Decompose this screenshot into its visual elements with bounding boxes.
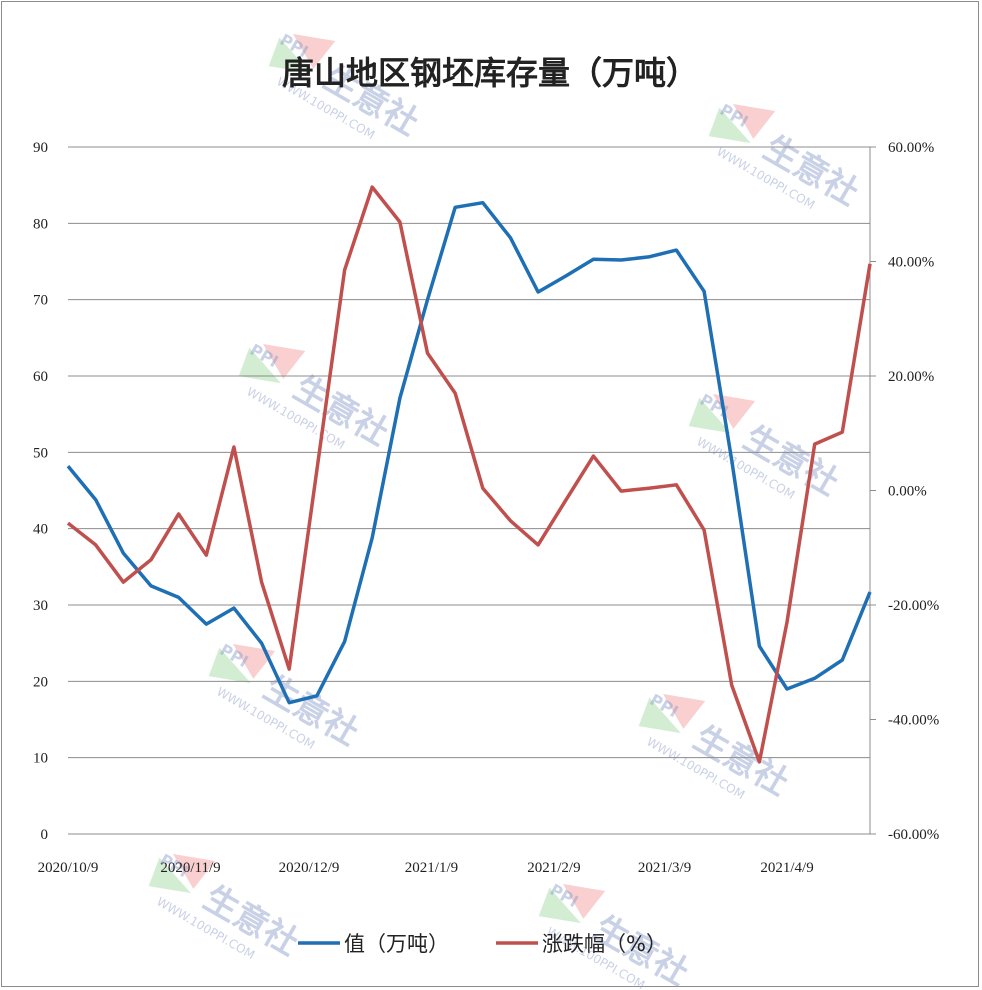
watermark-logo-green	[638, 697, 681, 734]
x-tick-label: 2021/1/9	[405, 860, 458, 876]
y-left-tick-label: 50	[33, 445, 48, 461]
x-tick-label: 2020/12/9	[279, 860, 340, 876]
series-line-1	[66, 200, 872, 705]
x-tick-label: 2021/2/9	[527, 860, 580, 876]
y-left-tick-label: 10	[33, 751, 48, 767]
y-left-tick-label: 30	[33, 598, 48, 614]
y-right-tick-label: -40.00%	[888, 713, 939, 729]
y-right-tick-label: 40.00%	[888, 255, 934, 271]
y-left-tick-label: 80	[33, 216, 48, 232]
watermark-logo-red	[663, 694, 706, 729]
watermark-logo-green	[538, 887, 581, 924]
y-left-tick-label: 20	[33, 674, 48, 690]
watermark-logo-green	[148, 857, 191, 894]
y-right-tick-label: -20.00%	[888, 598, 939, 614]
y-left-tick-label: 60	[33, 369, 48, 385]
y-right-tick-label: 60.00%	[888, 140, 934, 156]
y-left-tick-label: 0	[41, 827, 49, 843]
watermark-logo-red	[563, 884, 606, 919]
legend-label-1: 值（万吨）	[344, 932, 449, 956]
y-right-tick-label: 0.00%	[888, 484, 927, 500]
y-right-tick-label: 20.00%	[888, 369, 934, 385]
watermark-logo-red	[293, 34, 336, 69]
watermark-logo-green	[238, 347, 281, 384]
watermark-logo-red	[733, 104, 776, 139]
x-tick-label: 2021/3/9	[638, 860, 691, 876]
legend-label-2: 涨跌幅（%）	[542, 932, 667, 956]
legend: 值（万吨） 涨跌幅（%）	[298, 932, 667, 956]
gridlines	[68, 146, 870, 835]
x-tick-label: 2020/10/9	[38, 860, 99, 876]
axes: 0 10 20 30 40 50 60 70 80 90 -60.00% -40.00% -20.00%…	[33, 140, 939, 876]
y-left-tick-label: 90	[33, 140, 48, 156]
series-line-2	[66, 185, 872, 764]
chart-title: 唐山地区钢坯库存量（万吨）	[282, 54, 698, 92]
x-tick-label: 2021/4/9	[760, 860, 813, 876]
series-lines	[66, 185, 872, 764]
y-left-tick-label: 40	[33, 522, 48, 538]
watermark-logo-green	[688, 397, 731, 434]
y-right-tick-label: -60.00%	[888, 827, 939, 843]
watermark-logo-green	[208, 647, 251, 684]
watermark-logo-green	[708, 107, 751, 144]
y-left-tick-label: 70	[33, 293, 48, 309]
watermark-logo-red	[173, 854, 216, 889]
watermark-logo-green	[268, 37, 311, 74]
watermark-logo-red	[263, 344, 306, 379]
x-tick-label: 2020/11/9	[160, 860, 220, 876]
